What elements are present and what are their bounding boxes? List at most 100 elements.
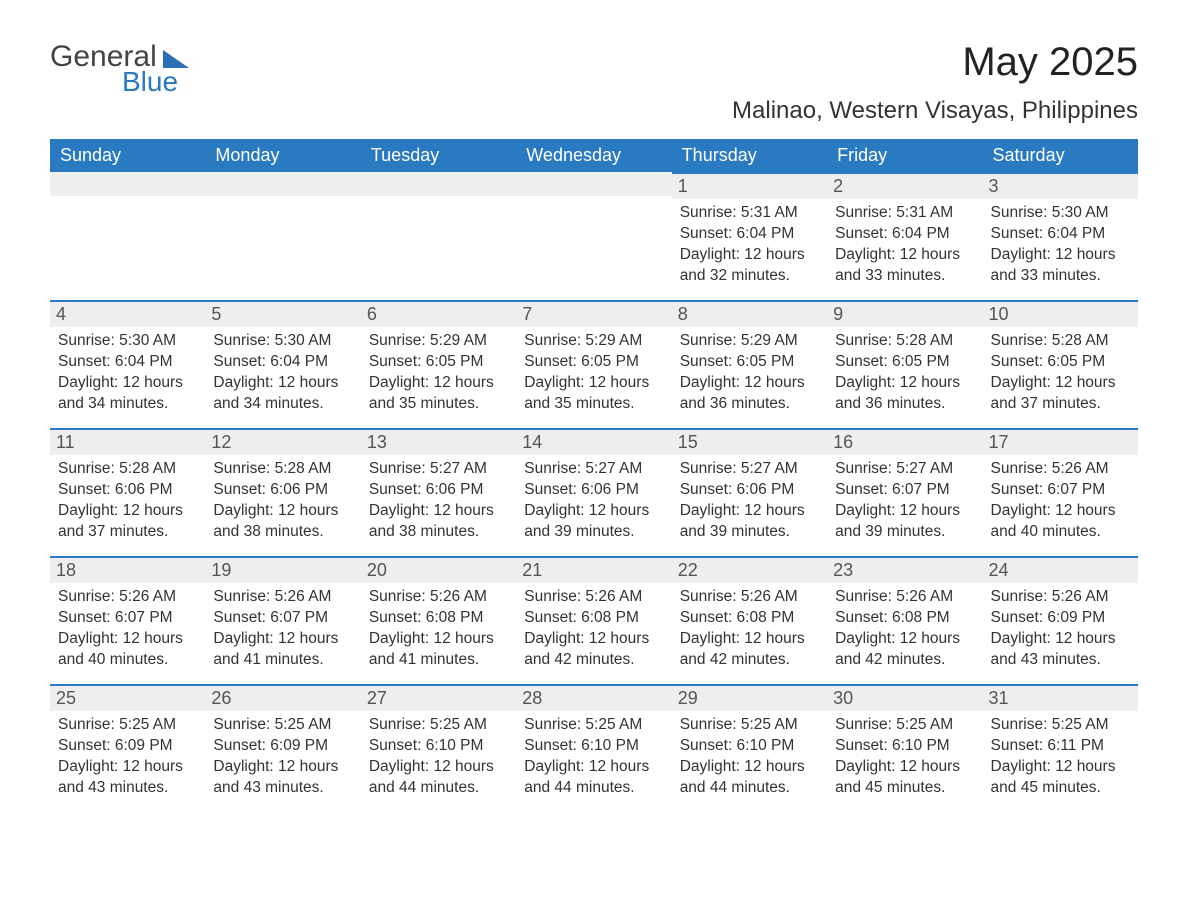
calendar-day-cell: 10 Sunrise: 5:28 AMSunset: 6:05 PMDayligh… [983, 300, 1138, 428]
calendar-day-cell: 11 Sunrise: 5:28 AMSunset: 6:06 PMDayligh… [50, 428, 205, 556]
logo-text-blue: Blue [122, 66, 178, 98]
day-info: Sunrise: 5:30 AMSunset: 6:04 PMDaylight:… [58, 331, 197, 415]
calendar-day-cell: 1 Sunrise: 5:31 AMSunset: 6:04 PMDaylight… [672, 172, 827, 300]
day-number: 23 [827, 556, 982, 583]
day-number: 9 [827, 300, 982, 327]
day-number: 20 [361, 556, 516, 583]
weekday-header: Monday [205, 139, 360, 172]
day-info: Sunrise: 5:29 AMSunset: 6:05 PMDaylight:… [524, 331, 663, 415]
day-info: Sunrise: 5:28 AMSunset: 6:06 PMDaylight:… [213, 459, 352, 543]
day-number: 7 [516, 300, 671, 327]
day-number: 21 [516, 556, 671, 583]
day-info: Sunrise: 5:25 AMSunset: 6:09 PMDaylight:… [213, 715, 352, 799]
day-info: Sunrise: 5:25 AMSunset: 6:10 PMDaylight:… [835, 715, 974, 799]
day-number: 26 [205, 684, 360, 711]
day-number: 4 [50, 300, 205, 327]
calendar-day-cell: 17Sunrise: 5:26 AMSunset: 6:07 PMDayligh… [983, 428, 1138, 556]
day-info: Sunrise: 5:28 AMSunset: 6:05 PMDaylight:… [835, 331, 974, 415]
day-info: Sunrise: 5:27 AMSunset: 6:06 PMDaylight:… [524, 459, 663, 543]
header: General Blue May 2025 Malinao, Western V… [50, 40, 1138, 125]
day-info: Sunrise: 5:29 AMSunset: 6:05 PMDaylight:… [369, 331, 508, 415]
calendar-day-cell: 19 Sunrise: 5:26 AMSunset: 6:07 PMDayligh… [205, 556, 360, 684]
day-info: Sunrise: 5:29 AMSunset: 6:05 PMDaylight:… [680, 331, 819, 415]
logo-triangle-icon [163, 50, 189, 68]
calendar-empty-cell [205, 172, 360, 300]
weekday-header-row: SundayMondayTuesdayWednesdayThursdayFrid… [50, 139, 1138, 172]
calendar-day-cell: 13 Sunrise: 5:27 AMSunset: 6:06 PMDayligh… [361, 428, 516, 556]
empty-day-bar [516, 172, 671, 196]
day-number: 28 [516, 684, 671, 711]
day-number: 1 [672, 172, 827, 199]
calendar-day-cell: 31 Sunrise: 5:25 AMSunset: 6:11 PMDayligh… [983, 684, 1138, 812]
day-info: Sunrise: 5:28 AMSunset: 6:05 PMDaylight:… [991, 331, 1130, 415]
day-number: 24 [983, 556, 1138, 583]
day-number: 30 [827, 684, 982, 711]
calendar-day-cell: 16Sunrise: 5:27 AMSunset: 6:07 PMDayligh… [827, 428, 982, 556]
calendar-empty-cell [516, 172, 671, 300]
calendar-day-cell: 15Sunrise: 5:27 AMSunset: 6:06 PMDayligh… [672, 428, 827, 556]
calendar-day-cell: 4 Sunrise: 5:30 AMSunset: 6:04 PMDaylight… [50, 300, 205, 428]
calendar-week-row: 1 Sunrise: 5:31 AMSunset: 6:04 PMDaylight… [50, 172, 1138, 300]
calendar-week-row: 11 Sunrise: 5:28 AMSunset: 6:06 PMDayligh… [50, 428, 1138, 556]
day-info: Sunrise: 5:26 AMSunset: 6:07 PMDaylight:… [58, 587, 197, 671]
day-number: 27 [361, 684, 516, 711]
calendar-day-cell: 14 Sunrise: 5:27 AMSunset: 6:06 PMDayligh… [516, 428, 671, 556]
day-number: 3 [983, 172, 1138, 199]
day-number: 5 [205, 300, 360, 327]
day-info: Sunrise: 5:26 AMSunset: 6:07 PMDaylight:… [213, 587, 352, 671]
weekday-header: Saturday [983, 139, 1138, 172]
day-number: 22 [672, 556, 827, 583]
calendar-week-row: 18Sunrise: 5:26 AMSunset: 6:07 PMDayligh… [50, 556, 1138, 684]
day-info: Sunrise: 5:30 AMSunset: 6:04 PMDaylight:… [991, 203, 1130, 287]
day-info: Sunrise: 5:26 AMSunset: 6:09 PMDaylight:… [991, 587, 1130, 671]
calendar-day-cell: 24 Sunrise: 5:26 AMSunset: 6:09 PMDayligh… [983, 556, 1138, 684]
calendar-day-cell: 28Sunrise: 5:25 AMSunset: 6:10 PMDayligh… [516, 684, 671, 812]
logo: General Blue [50, 40, 189, 98]
day-info: Sunrise: 5:31 AMSunset: 6:04 PMDaylight:… [680, 203, 819, 287]
day-info: Sunrise: 5:26 AMSunset: 6:08 PMDaylight:… [680, 587, 819, 671]
calendar-day-cell: 8 Sunrise: 5:29 AMSunset: 6:05 PMDaylight… [672, 300, 827, 428]
day-number: 11 [50, 428, 205, 455]
day-number: 19 [205, 556, 360, 583]
title-block: May 2025 Malinao, Western Visayas, Phili… [732, 40, 1138, 125]
day-number: 31 [983, 684, 1138, 711]
day-info: Sunrise: 5:26 AMSunset: 6:08 PMDaylight:… [369, 587, 508, 671]
day-info: Sunrise: 5:30 AMSunset: 6:04 PMDaylight:… [213, 331, 352, 415]
weekday-header: Friday [827, 139, 982, 172]
empty-day-bar [361, 172, 516, 196]
weekday-header: Thursday [672, 139, 827, 172]
day-number: 2 [827, 172, 982, 199]
calendar-day-cell: 12 Sunrise: 5:28 AMSunset: 6:06 PMDayligh… [205, 428, 360, 556]
calendar-day-cell: 30 Sunrise: 5:25 AMSunset: 6:10 PMDayligh… [827, 684, 982, 812]
calendar-day-cell: 23 Sunrise: 5:26 AMSunset: 6:08 PMDayligh… [827, 556, 982, 684]
calendar-week-row: 4 Sunrise: 5:30 AMSunset: 6:04 PMDaylight… [50, 300, 1138, 428]
day-number: 13 [361, 428, 516, 455]
calendar-day-cell: 2 Sunrise: 5:31 AMSunset: 6:04 PMDaylight… [827, 172, 982, 300]
calendar-day-cell: 25Sunrise: 5:25 AMSunset: 6:09 PMDayligh… [50, 684, 205, 812]
day-info: Sunrise: 5:27 AMSunset: 6:06 PMDaylight:… [680, 459, 819, 543]
calendar-week-row: 25 Sunrise: 5:25 AMSunset: 6:09 PMDayligh… [50, 684, 1138, 812]
day-info: Sunrise: 5:26 AMSunset: 6:08 PMDaylight:… [835, 587, 974, 671]
day-info: Sunrise: 5:28 AMSunset: 6:06 PMDaylight:… [58, 459, 197, 543]
calendar-day-cell: 27 Sunrise: 5:25 AMSunset: 6:10 PMDayligh… [361, 684, 516, 812]
calendar-table: SundayMondayTuesdayWednesdayThursdayFrid… [50, 139, 1138, 812]
calendar-day-cell: 3 Sunrise: 5:30 AMSunset: 6:04 PMDaylight… [983, 172, 1138, 300]
day-number: 8 [672, 300, 827, 327]
day-number: 16 [827, 428, 982, 455]
day-number: 6 [361, 300, 516, 327]
calendar-day-cell: 7 Sunrise: 5:29 AMSunset: 6:05 PMDaylight… [516, 300, 671, 428]
weekday-header: Tuesday [361, 139, 516, 172]
calendar-empty-cell [50, 172, 205, 300]
day-number: 14 [516, 428, 671, 455]
day-info: Sunrise: 5:27 AMSunset: 6:06 PMDaylight:… [369, 459, 508, 543]
calendar-day-cell: 22 Sunrise: 5:26 AMSunset: 6:08 PMDayligh… [672, 556, 827, 684]
weekday-header: Wednesday [516, 139, 671, 172]
day-info: Sunrise: 5:25 AMSunset: 6:11 PMDaylight:… [991, 715, 1130, 799]
calendar-day-cell: 26 Sunrise: 5:25 AMSunset: 6:09 PMDayligh… [205, 684, 360, 812]
day-info: Sunrise: 5:25 AMSunset: 6:10 PMDaylight:… [369, 715, 508, 799]
day-number: 25 [50, 684, 205, 711]
day-info: Sunrise: 5:31 AMSunset: 6:04 PMDaylight:… [835, 203, 974, 287]
day-number: 10 [983, 300, 1138, 327]
day-number: 12 [205, 428, 360, 455]
day-number: 29 [672, 684, 827, 711]
